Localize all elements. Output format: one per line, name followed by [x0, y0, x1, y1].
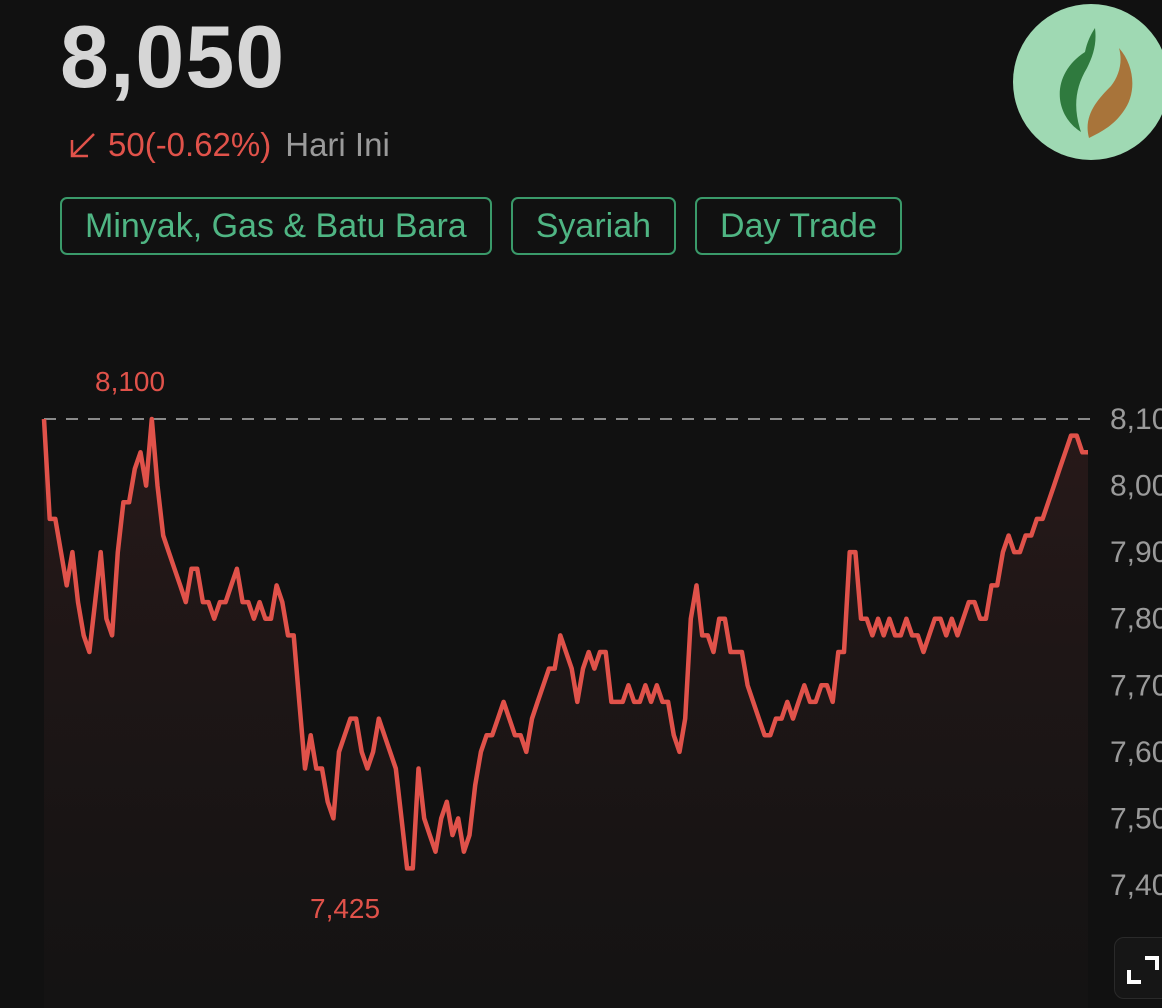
tag-list: Minyak, Gas & Batu Bara Syariah Day Trad…: [60, 197, 902, 255]
y-tick-label: 7,400: [1110, 869, 1162, 902]
leaf-flame-logo: [1059, 28, 1133, 138]
high-annotation: 8,100: [95, 366, 165, 397]
change-value: 50(-0.62%): [108, 126, 272, 163]
company-logo: [1013, 4, 1162, 160]
y-tick-label: 7,500: [1110, 802, 1162, 835]
y-tick-label: 7,800: [1110, 603, 1162, 636]
low-annotation: 7,425: [310, 893, 380, 924]
tag-day-trade[interactable]: Day Trade: [695, 197, 902, 255]
expand-chart-button[interactable]: [1114, 937, 1162, 999]
price-change: 50(-0.62%) Hari Ini: [68, 126, 390, 164]
expand-icon: [1127, 956, 1159, 984]
arrow-down-left-icon: [70, 133, 95, 158]
y-tick-label: 8,100: [1110, 403, 1162, 436]
y-tick-label: 7,600: [1110, 736, 1162, 769]
y-tick-label: 7,700: [1110, 669, 1162, 702]
tag-sector[interactable]: Minyak, Gas & Batu Bara: [60, 197, 492, 255]
price-area-fill: [44, 419, 1088, 1008]
change-period: Hari Ini: [285, 126, 390, 163]
y-tick-label: 7,900: [1110, 536, 1162, 569]
y-tick-label: 8,000: [1110, 470, 1162, 503]
current-price: 8,050: [60, 7, 286, 106]
tag-syariah[interactable]: Syariah: [510, 197, 677, 255]
price-line: [41, 416, 1088, 871]
